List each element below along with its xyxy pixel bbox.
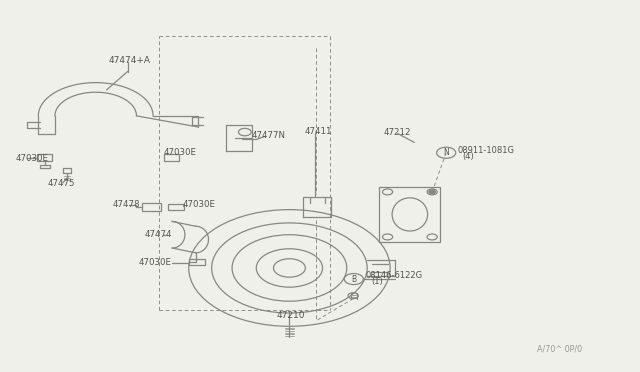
Text: (4): (4) bbox=[463, 152, 474, 161]
Text: 47212: 47212 bbox=[384, 128, 412, 137]
Text: 47030E: 47030E bbox=[164, 148, 197, 157]
Text: N: N bbox=[444, 148, 449, 157]
Text: 47475: 47475 bbox=[47, 179, 75, 187]
Text: 08146-6122G: 08146-6122G bbox=[366, 271, 423, 280]
Text: 47210: 47210 bbox=[276, 311, 305, 320]
Text: 47474+A: 47474+A bbox=[108, 56, 150, 65]
Text: 08911-1081G: 08911-1081G bbox=[457, 146, 514, 155]
Text: 47030E: 47030E bbox=[183, 200, 216, 209]
Circle shape bbox=[429, 190, 435, 194]
Text: 47477N: 47477N bbox=[251, 131, 285, 140]
Text: B: B bbox=[351, 275, 356, 283]
Text: 47478: 47478 bbox=[113, 200, 140, 209]
Text: (1): (1) bbox=[371, 277, 383, 286]
Text: 47474: 47474 bbox=[145, 230, 172, 239]
Text: 47411: 47411 bbox=[305, 127, 332, 136]
Text: A/70^ 0P/0: A/70^ 0P/0 bbox=[537, 345, 582, 354]
Text: 47030E: 47030E bbox=[138, 258, 172, 267]
Text: 47030E: 47030E bbox=[15, 154, 49, 163]
